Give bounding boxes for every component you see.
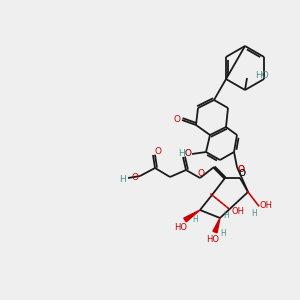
Text: O: O [238,164,244,173]
Text: HO: HO [206,236,220,244]
Text: HO: HO [175,223,188,232]
Text: O: O [154,148,161,157]
Text: H: H [192,215,198,224]
Text: H: H [220,230,226,238]
Text: OH: OH [260,200,272,209]
Text: O: O [197,169,205,178]
Text: HO: HO [178,149,192,158]
Polygon shape [184,210,200,222]
Text: H: H [223,212,229,220]
Polygon shape [213,218,220,233]
Text: O: O [173,116,181,124]
Text: O: O [131,172,139,182]
Text: O: O [238,169,245,178]
Text: HO: HO [255,71,269,80]
Text: H: H [251,208,257,217]
Text: H: H [120,175,126,184]
Text: O: O [184,149,191,158]
Text: O: O [238,164,244,173]
Text: O: O [238,169,245,178]
Text: OH: OH [232,206,244,215]
